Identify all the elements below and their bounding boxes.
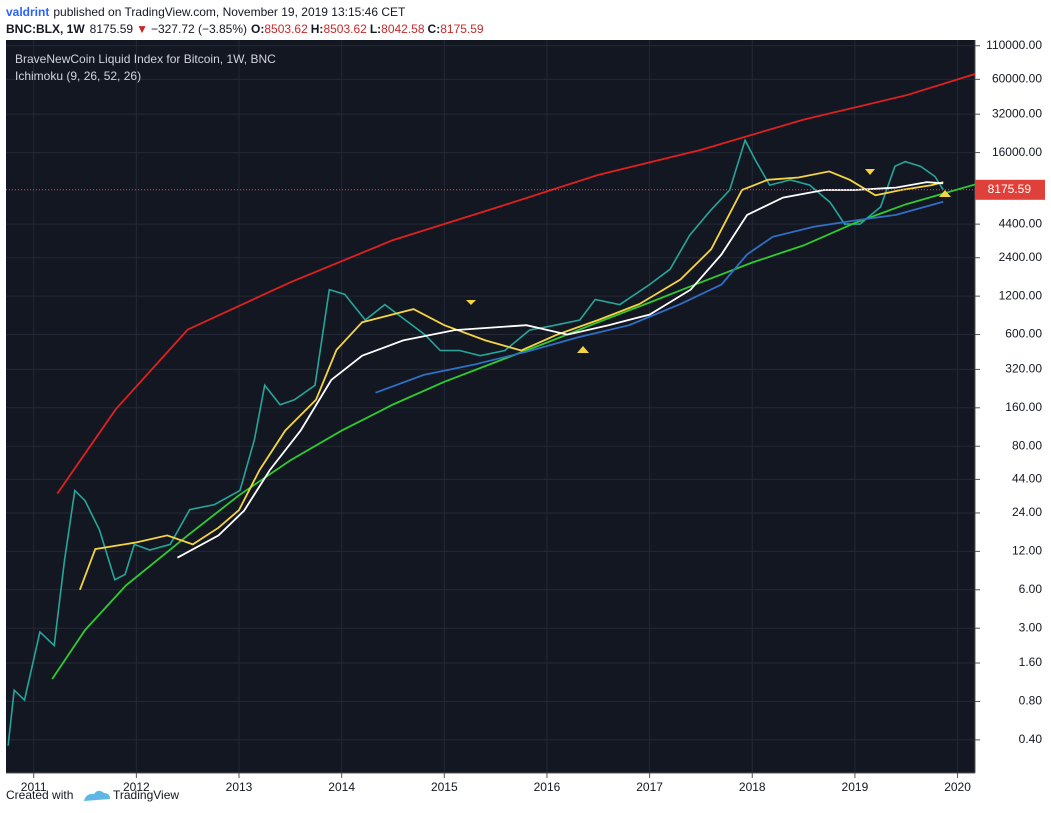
ohlc-label: H: bbox=[311, 22, 324, 36]
y-tick-label: 60000.00 bbox=[992, 72, 1042, 86]
y-tick-label: 160.00 bbox=[1005, 400, 1042, 414]
last-price-label: 8175.59 bbox=[988, 182, 1032, 196]
x-tick-label: 2018 bbox=[739, 780, 766, 794]
last-price-box bbox=[975, 179, 1045, 200]
published: published on TradingView.com, November 1… bbox=[53, 5, 406, 19]
y-tick-label: 12.00 bbox=[1012, 544, 1042, 558]
signal-up bbox=[577, 346, 589, 353]
ohlc-label: C: bbox=[428, 22, 441, 36]
y-tick-label: 110000.00 bbox=[986, 38, 1042, 52]
ohlc-value: 8042.58 bbox=[381, 22, 425, 36]
y-tick-label: 0.40 bbox=[1019, 732, 1043, 746]
series-line bbox=[56, 73, 975, 495]
author[interactable]: valdrint bbox=[6, 5, 49, 19]
change: −327.72 (−3.85%) bbox=[151, 22, 247, 36]
signal-down bbox=[466, 300, 476, 305]
y-tick-label: 1.60 bbox=[1019, 655, 1043, 669]
x-tick-label: 2014 bbox=[328, 780, 355, 794]
signal-down bbox=[865, 169, 875, 175]
y-tick-label: 24.00 bbox=[1012, 505, 1042, 519]
y-tick-label: 0.80 bbox=[1019, 694, 1043, 708]
symbol-line: BNC:BLX, 1W 8175.59 ▼ −327.72 (−3.85%) O:850… bbox=[6, 22, 484, 36]
series-line bbox=[7, 138, 944, 746]
grid bbox=[6, 40, 975, 773]
ohlc-label: O: bbox=[251, 22, 264, 36]
ohlc-value: 8503.62 bbox=[323, 22, 367, 36]
series-line bbox=[176, 181, 944, 559]
y-tick-label: 80.00 bbox=[1012, 438, 1042, 452]
x-tick-label: 2011 bbox=[21, 780, 47, 794]
x-tick-label: 2019 bbox=[842, 780, 869, 794]
legend-entry: BraveNewCoin Liquid Index for Bitcoin, 1… bbox=[15, 52, 276, 66]
y-tick-label: 44.00 bbox=[1012, 472, 1042, 486]
y-tick-label: 16000.00 bbox=[992, 145, 1042, 159]
x-tick-label: 2017 bbox=[636, 780, 663, 794]
plot-area bbox=[6, 40, 975, 773]
y-tick-label: 600.00 bbox=[1005, 327, 1042, 341]
series-line bbox=[51, 183, 975, 680]
header-line: valdrint published on TradingView.com, No… bbox=[6, 5, 406, 19]
x-tick-label: 2020 bbox=[944, 780, 971, 794]
footer-text: Created with bbox=[6, 788, 73, 802]
y-tick-label: 6.00 bbox=[1019, 582, 1043, 596]
x-tick-label: 2015 bbox=[431, 780, 458, 794]
series-layer bbox=[6, 73, 975, 746]
ohlc-value: 8175.59 bbox=[440, 22, 484, 36]
indicator-label: Ichimoku (9, 26, 52, 26) bbox=[15, 69, 141, 83]
signal-up bbox=[939, 190, 951, 197]
logo bbox=[84, 790, 110, 801]
x-tick-label: 2016 bbox=[534, 780, 561, 794]
y-tick-label: 4400.00 bbox=[999, 216, 1043, 230]
arrow: ▼ bbox=[136, 22, 148, 36]
y-tick-label: 1200.00 bbox=[999, 288, 1043, 302]
y-tick-label: 3.00 bbox=[1019, 620, 1043, 634]
x-tick-label: 2012 bbox=[123, 780, 150, 794]
last: 8175.59 bbox=[90, 22, 134, 36]
series-line bbox=[375, 200, 944, 394]
axes: 0.40 0.80 1.60 3.00 6.00 12.00 24.00 44.00 80.00… bbox=[21, 38, 1045, 794]
y-tick-label: 32000.00 bbox=[992, 106, 1042, 120]
symbol: BNC:BLX, 1W bbox=[6, 22, 85, 36]
footer-brand[interactable]: TradingView bbox=[113, 788, 179, 802]
ohlc-label: L: bbox=[370, 22, 381, 36]
x-tick-label: 2013 bbox=[226, 780, 253, 794]
ohlc-value: 8503.62 bbox=[264, 22, 308, 36]
y-tick-label: 320.00 bbox=[1005, 362, 1042, 376]
y-tick-label: 2400.00 bbox=[999, 250, 1043, 264]
series-line bbox=[79, 170, 944, 591]
